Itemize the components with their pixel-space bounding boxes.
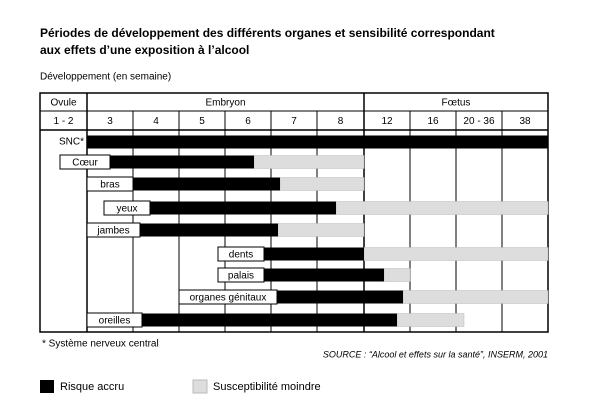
source: SOURCE : “Alcool et effets sur la santé”… bbox=[323, 349, 548, 359]
week-header: 3 bbox=[107, 116, 113, 127]
row-label-box bbox=[59, 154, 111, 170]
high-risk-bar bbox=[277, 290, 403, 304]
row-label-box bbox=[86, 222, 141, 238]
row-label: Cœur bbox=[72, 158, 98, 169]
low-risk-bar bbox=[396, 313, 465, 327]
group-header: Embryon bbox=[205, 98, 245, 109]
low-risk-bar bbox=[363, 247, 549, 261]
row-label-box bbox=[217, 246, 265, 262]
row-label-box bbox=[86, 176, 134, 192]
week-header: 5 bbox=[199, 116, 205, 127]
week-header: 4 bbox=[153, 116, 159, 127]
legend-label: Susceptibilité moindre bbox=[213, 381, 321, 393]
high-risk-bar bbox=[150, 201, 336, 215]
row-label: jambes bbox=[96, 226, 129, 237]
week-header: 8 bbox=[338, 116, 344, 127]
footnote: * Système nerveux central bbox=[42, 339, 159, 350]
legend-swatch bbox=[40, 380, 54, 393]
high-risk-bar bbox=[142, 313, 397, 327]
group-header: Fœtus bbox=[442, 98, 471, 109]
row-label-box bbox=[86, 312, 143, 328]
low-risk-bar bbox=[383, 268, 411, 282]
week-header: 12 bbox=[381, 116, 393, 127]
high-risk-bar bbox=[140, 223, 278, 237]
legend-swatch bbox=[192, 379, 208, 394]
legend-label: Risque accru bbox=[60, 381, 124, 393]
low-risk-bar bbox=[402, 290, 549, 304]
row-label: oreilles bbox=[99, 316, 131, 327]
week-header: 16 bbox=[427, 116, 439, 127]
high-risk-bar bbox=[264, 268, 384, 282]
week-header: 7 bbox=[291, 116, 297, 127]
row-label: yeux bbox=[116, 204, 137, 215]
high-risk-bar bbox=[87, 135, 548, 149]
week-header: 6 bbox=[245, 116, 251, 127]
row-label-box bbox=[103, 200, 151, 216]
high-risk-bar bbox=[133, 177, 280, 191]
row-label: palais bbox=[228, 271, 254, 282]
title-line: Périodes de développement des différents… bbox=[40, 26, 495, 40]
group-header: Ovule bbox=[50, 98, 77, 109]
high-risk-bar bbox=[264, 247, 364, 261]
week-header: 1 - 2 bbox=[53, 116, 73, 127]
low-risk-bar bbox=[253, 155, 365, 169]
row-label: dents bbox=[229, 250, 253, 261]
low-risk-bar bbox=[277, 223, 365, 237]
low-risk-bar bbox=[279, 177, 365, 191]
week-header: 38 bbox=[519, 116, 531, 127]
axis-caption: Développement (en semaine) bbox=[40, 72, 171, 83]
high-risk-bar bbox=[110, 155, 254, 169]
row-label: SNC* bbox=[59, 137, 84, 148]
low-risk-bar bbox=[335, 201, 549, 215]
row-label: bras bbox=[100, 180, 119, 191]
row-label-box bbox=[178, 289, 278, 305]
row-label: organes génitaux bbox=[190, 293, 267, 304]
week-header: 20 - 36 bbox=[463, 116, 495, 127]
title-line: aux effets d’une exposition à l’alcool bbox=[40, 43, 249, 57]
row-label-box bbox=[217, 267, 265, 283]
